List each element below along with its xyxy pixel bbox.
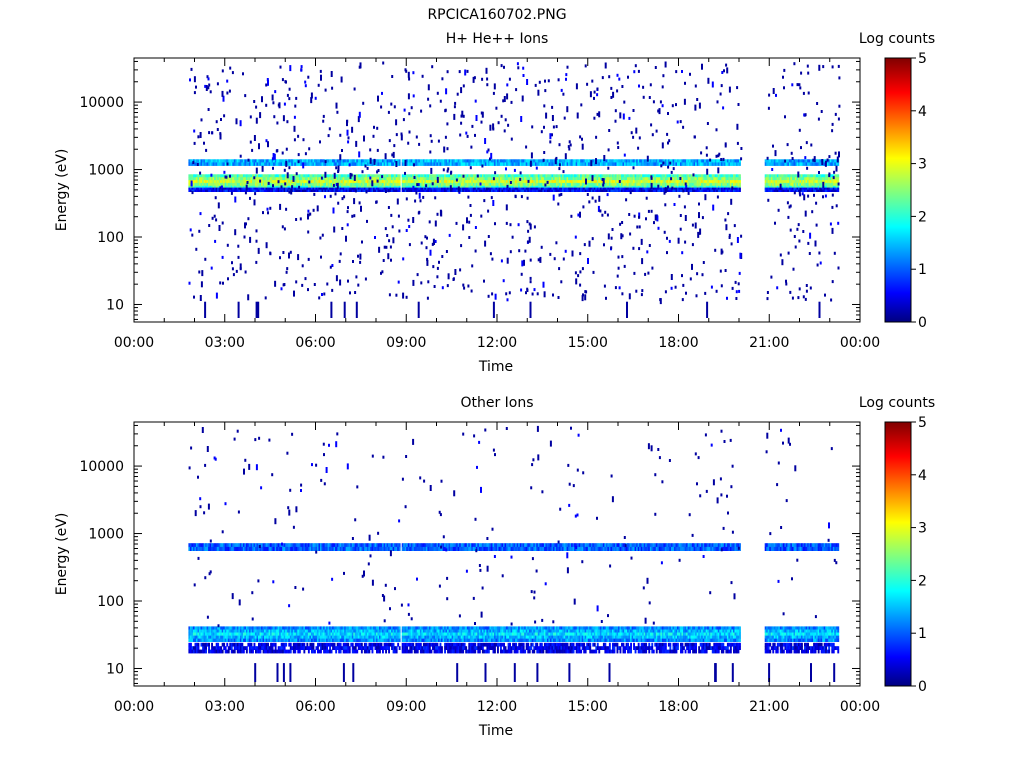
colorbar-tick-label: 2 — [918, 209, 927, 225]
panel-h-he-ions: H+ He++ Ions Energy (eV) Time 00:00 03:00… — [54, 31, 935, 375]
y-axis-label: Energy (eV) — [54, 149, 70, 232]
colorbar-tick-label: 4 — [918, 468, 927, 484]
y-tick-label: 1000 — [88, 527, 124, 543]
panel-title: Other Ions — [460, 395, 533, 411]
colorbar-ticks: 0 1 2 3 4 5 — [911, 51, 927, 331]
figure-title: RPCICA160702.PNG — [427, 7, 566, 23]
x-axis-label: Time — [478, 359, 513, 375]
x-tick-label: 12:00 — [477, 335, 517, 351]
colorbar-label: Log counts — [859, 31, 935, 47]
x-tick-label: 18:00 — [658, 335, 698, 351]
x-tick-label: 21:00 — [749, 699, 789, 715]
y-tick-label: 10000 — [79, 459, 124, 475]
panel-other-ions: Other Ions Energy (eV) Time 00:00 03:00 06… — [54, 395, 935, 739]
y-tick-label: 100 — [97, 230, 124, 246]
colorbar-tick-label: 0 — [918, 679, 927, 695]
y-tick-label: 10 — [106, 297, 124, 313]
plot-area — [134, 422, 860, 686]
x-tick-label: 09:00 — [386, 699, 426, 715]
y-tick-label: 100 — [97, 594, 124, 610]
x-axis-label: Time — [478, 723, 513, 739]
y-tick-label: 10 — [106, 661, 124, 677]
x-tick-label: 06:00 — [295, 699, 335, 715]
y-axis-label: Energy (eV) — [54, 513, 70, 596]
x-tick-label: 12:00 — [477, 699, 517, 715]
colorbar-tick-label: 1 — [918, 626, 927, 642]
colorbar-tick-label: 2 — [918, 573, 927, 589]
colorbar-tick-label: 0 — [918, 315, 927, 331]
colorbar-tick-label: 3 — [918, 521, 927, 537]
colorbar — [885, 58, 911, 322]
x-tick-label: 00:00 — [840, 335, 880, 351]
x-tick-label: 03:00 — [205, 335, 245, 351]
x-tick-label: 18:00 — [658, 699, 698, 715]
x-tick-label: 00:00 — [840, 699, 880, 715]
colorbar-tick-label: 4 — [918, 104, 927, 120]
x-tick-label: 06:00 — [295, 335, 335, 351]
plot-area — [134, 58, 860, 322]
x-tick-label: 15:00 — [568, 335, 608, 351]
x-tick-label: 00:00 — [114, 699, 154, 715]
colorbar-tick-label: 5 — [918, 51, 927, 67]
colorbar-ticks: 0 1 2 3 4 5 — [911, 415, 927, 695]
colorbar-tick-label: 3 — [918, 157, 927, 173]
x-tick-label: 03:00 — [205, 699, 245, 715]
colorbar-label: Log counts — [859, 395, 935, 411]
y-tick-label: 10000 — [79, 95, 124, 111]
x-tick-label: 21:00 — [749, 335, 789, 351]
x-tick-label: 00:00 — [114, 335, 154, 351]
colorbar-tick-label: 1 — [918, 262, 927, 278]
colorbar-tick-label: 5 — [918, 415, 927, 431]
x-tick-label: 15:00 — [568, 699, 608, 715]
colorbar — [885, 422, 911, 686]
panel-title: H+ He++ Ions — [446, 31, 549, 47]
y-tick-label: 1000 — [88, 163, 124, 179]
x-tick-label: 09:00 — [386, 335, 426, 351]
